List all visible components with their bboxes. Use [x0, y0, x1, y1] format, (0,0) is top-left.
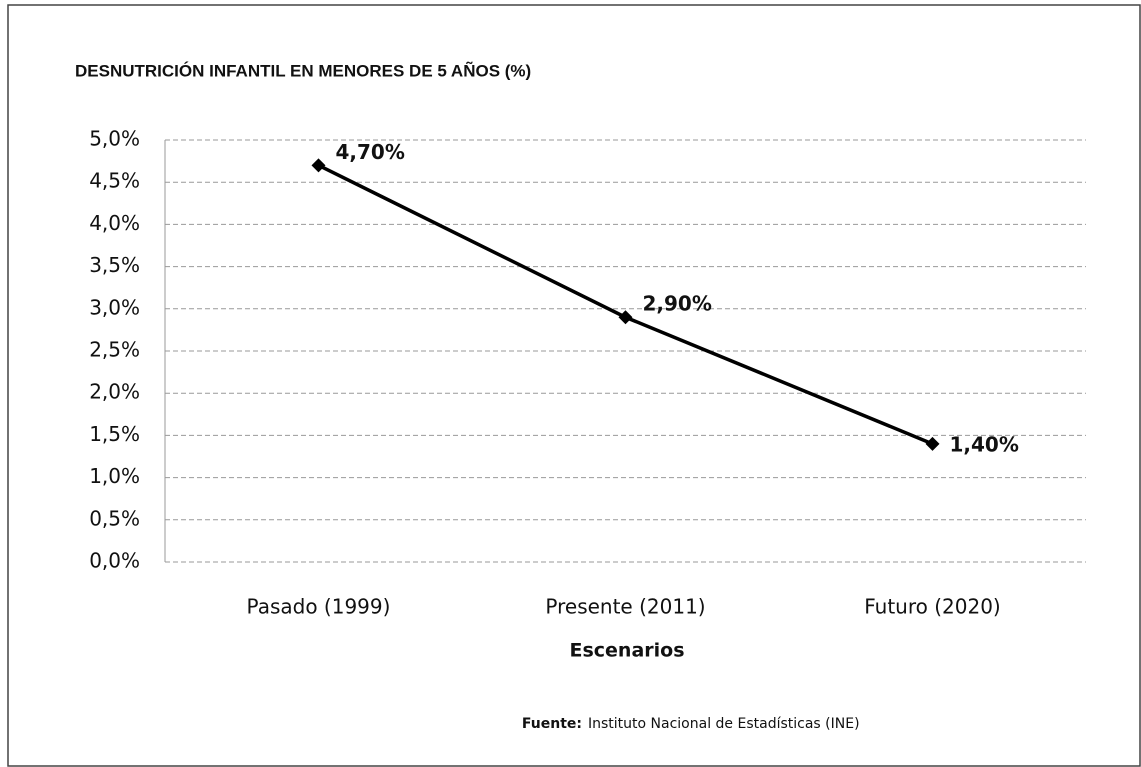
- y-tick-label: 1,0%: [89, 464, 140, 488]
- source-text: Instituto Nacional de Estadísticas (INE): [588, 716, 860, 732]
- y-tick-label: 4,5%: [89, 169, 140, 193]
- data-point: [925, 436, 940, 451]
- y-tick-label: 4,0%: [89, 211, 140, 235]
- x-tick-label: Pasado (1999): [247, 595, 391, 619]
- data-point: [311, 158, 326, 173]
- source-label: Fuente:: [522, 716, 582, 732]
- y-tick-label: 3,0%: [89, 295, 140, 319]
- data-point: [618, 310, 633, 325]
- y-tick-label: 2,5%: [89, 338, 140, 362]
- x-tick-label: Presente (2011): [545, 595, 705, 619]
- data-label: 1,40%: [950, 432, 1019, 456]
- data-label: 4,70%: [336, 140, 405, 164]
- y-tick-label: 2,0%: [89, 380, 140, 404]
- data-label: 2,90%: [643, 292, 712, 316]
- y-tick-label: 5,0%: [89, 127, 140, 151]
- y-tick-label: 0,0%: [89, 549, 140, 573]
- x-axis-title: Escenarios: [569, 640, 684, 662]
- chart-frame: [7, 4, 1141, 767]
- y-tick-label: 1,5%: [89, 422, 140, 446]
- x-tick-label: Futuro (2020): [864, 595, 1000, 619]
- chart-title: DESNUTRICIÓN INFANTIL EN MENORES DE 5 AÑ…: [75, 60, 531, 80]
- y-tick-label: 3,5%: [89, 253, 140, 277]
- y-tick-label: 0,5%: [89, 506, 140, 530]
